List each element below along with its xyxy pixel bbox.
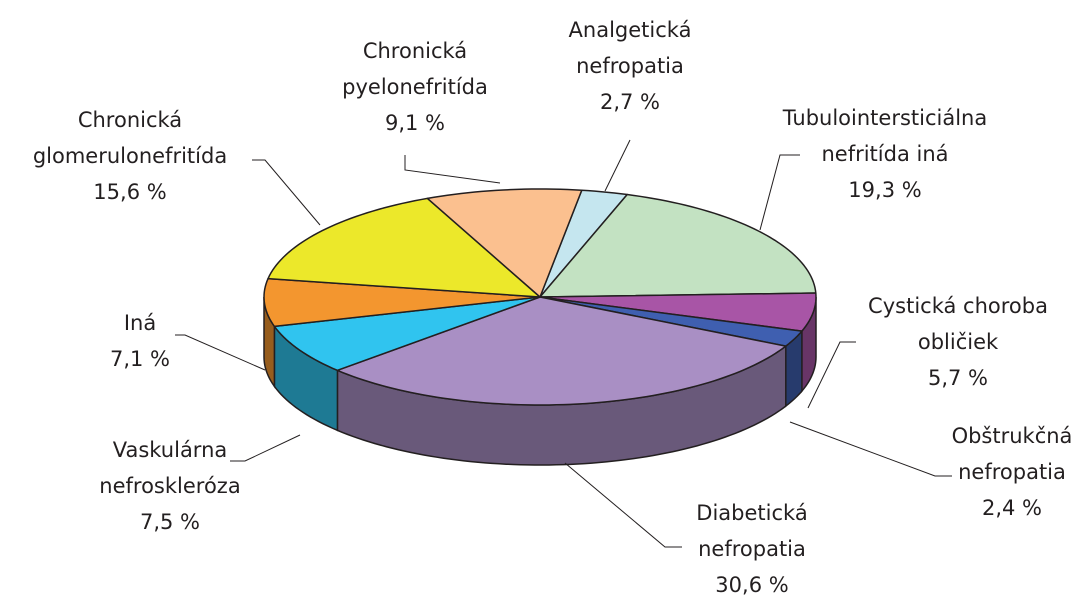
category-label: Analgetická nefropatia (568, 18, 692, 78)
slice-label: Obštrukčná nefropatia 2,4 % (927, 418, 1091, 526)
leader-line (230, 434, 301, 462)
value-label: 7,5 % (139, 510, 201, 534)
slice (426, 188, 583, 298)
slice-label: Tubulointersticiálna nefritída iná 19,3 % (765, 100, 1005, 208)
category-label: Chronická pyelonefritída (342, 39, 488, 99)
value-label: 19,3 % (848, 178, 922, 202)
category-label: Tubulointersticiálna nefritída iná (782, 106, 988, 166)
slice (263, 277, 541, 328)
category-label: Vaskulárna nefroskleróza (99, 438, 241, 498)
slice (273, 296, 541, 372)
value-label: 7,1 % (109, 347, 171, 371)
category-label: Iná (123, 311, 157, 335)
value-label: 15,6 % (93, 180, 167, 204)
value-label: 30,6 % (715, 573, 789, 597)
slice (267, 197, 541, 298)
leader-line (404, 155, 501, 184)
slice-label: Vaskulárna nefroskleróza 7,5 % (85, 432, 255, 540)
leader-line (789, 421, 952, 477)
category-label: Chronická glomerulonefritída (32, 108, 228, 168)
slice (539, 193, 817, 298)
slice-label: Cystická choroba obličiek 5,7 % (838, 288, 1078, 396)
category-label: Cystická choroba obličiek (868, 294, 1048, 354)
slice (539, 296, 803, 347)
slice-label: Diabetická nefropatia 30,6 % (667, 495, 837, 603)
leader-line (564, 462, 682, 548)
value-label: 5,7 % (927, 366, 989, 390)
slice-label: Analgetická nefropatia 2,7 % (530, 12, 730, 120)
category-label: Diabetická nefropatia (696, 501, 808, 561)
leader-line (604, 139, 631, 192)
leader-line (175, 334, 266, 371)
value-label: 2,4 % (981, 496, 1043, 520)
value-label: 2,7 % (599, 90, 661, 114)
category-label: Obštrukčná nefropatia (951, 424, 1073, 484)
leader-line (759, 154, 800, 231)
slice (336, 296, 787, 406)
slice-label: Iná 7,1 % (90, 305, 190, 377)
slice-label: Chronická glomerulonefritída 15,6 % (5, 102, 255, 210)
slice (539, 292, 817, 332)
leader-line (807, 341, 856, 409)
value-label: 9,1 % (384, 111, 446, 135)
slice-label: Chronická pyelonefritída 9,1 % (330, 33, 500, 141)
leader-line (252, 159, 321, 226)
